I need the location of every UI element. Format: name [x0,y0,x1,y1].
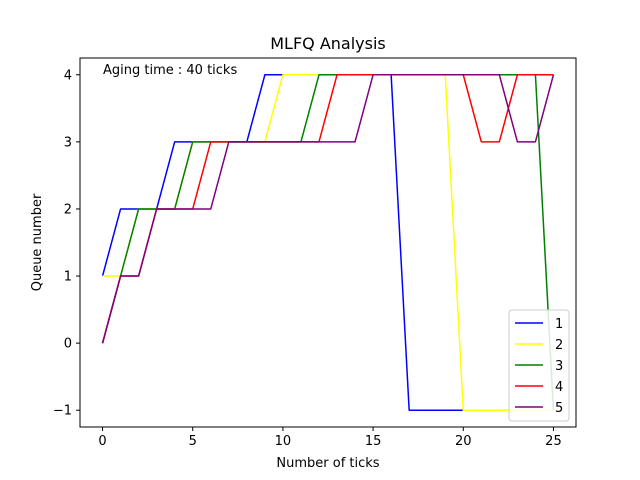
y-tick-label: 0 [64,337,72,352]
legend-label: 3 [555,359,563,374]
y-axis-title: Queue number [30,193,45,291]
chart-title: MLFQ Analysis [270,34,386,53]
legend-label: 1 [555,317,563,332]
plot-area [101,74,555,411]
y-tick-label: −1 [53,404,72,419]
x-tick-label: 5 [189,434,197,449]
x-tick-label: 25 [545,434,562,449]
x-tick-label: 10 [275,434,292,449]
x-tick-label: 0 [98,434,106,449]
x-tick-label: 20 [455,434,472,449]
series-line-3 [101,74,555,411]
y-tick-label: 2 [64,202,72,217]
legend: 1 2 3 4 5 [508,309,570,422]
y-tick-label: 1 [64,270,72,285]
legend-label: 5 [555,401,563,416]
legend-label: 4 [555,380,563,395]
legend-label: 2 [555,338,563,353]
series-line-5 [101,74,555,344]
chart-annotation: Aging time : 40 ticks [103,63,237,78]
y-tick-label: 3 [64,135,72,150]
plot-frame [79,57,577,428]
x-tick-label: 15 [365,434,382,449]
x-axis-title: Number of ticks [276,456,379,471]
series-line-1 [101,74,554,411]
y-tick-label: 4 [64,68,72,83]
series-line-2 [102,74,554,411]
